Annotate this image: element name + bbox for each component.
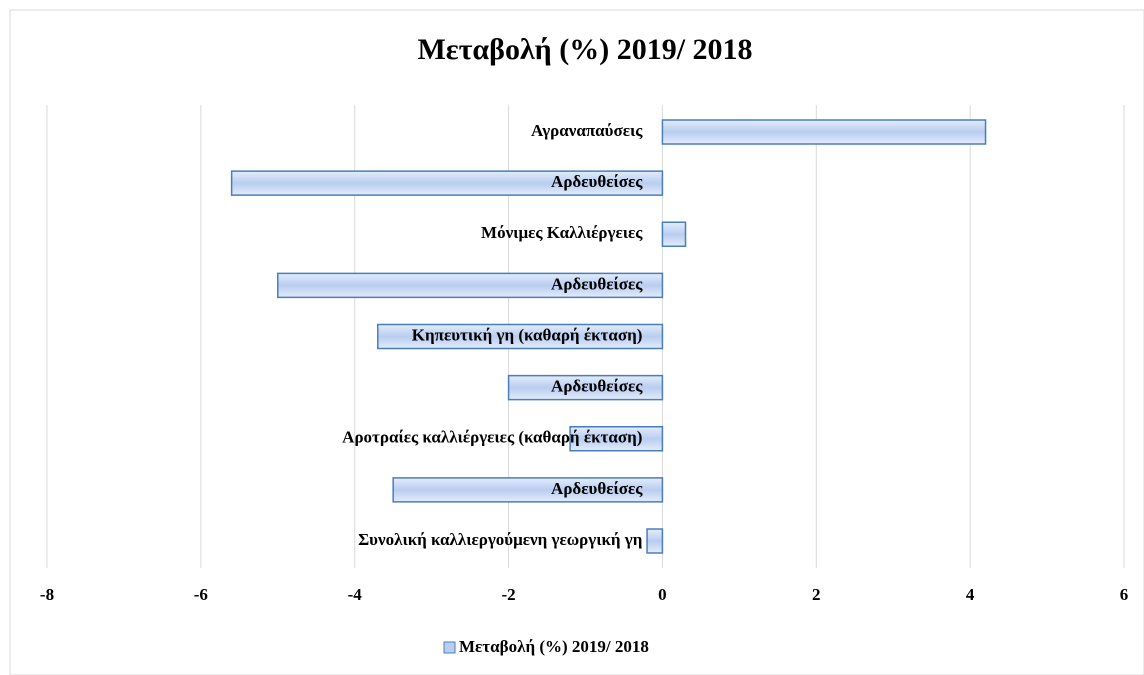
x-tick-label: -8: [40, 585, 54, 604]
x-tick-label: 6: [1120, 585, 1129, 604]
bar: [661, 221, 687, 247]
bar: [277, 272, 664, 299]
category-label: Αρδευθείσες: [551, 479, 643, 498]
bar: [646, 528, 664, 554]
x-tick-label: -4: [348, 585, 363, 604]
chart-border: [9, 9, 1144, 675]
x-tick-label: 0: [658, 585, 667, 604]
x-tick-label: 2: [812, 585, 821, 604]
bar: [569, 426, 664, 452]
x-tick-label: -6: [194, 585, 208, 604]
bar: [377, 323, 664, 350]
category-label: Συνολική καλλιεργούμενη γεωργική γη: [358, 530, 642, 549]
category-label: Αγραναπαύσεις: [531, 121, 643, 140]
chart-title: Μεταβολή (%) 2019/ 2018: [417, 33, 752, 66]
bar: [507, 374, 664, 401]
x-tick-label: -2: [501, 585, 515, 604]
bar: [392, 477, 664, 503]
category-label: Αροτραίες καλλιέργειες (καθαρή έκταση): [342, 428, 642, 447]
x-tick-label: 4: [966, 585, 975, 604]
category-label: Αρδευθείσες: [551, 274, 643, 293]
bar: [230, 170, 664, 196]
category-label: Αρδευθείσες: [551, 377, 643, 396]
bar: [661, 119, 987, 145]
legend-swatch: [443, 641, 456, 654]
category-label: Μόνιμες Καλλιέργειες: [481, 223, 643, 242]
legend-label: Μεταβολή (%) 2019/ 2018: [459, 637, 649, 656]
category-label: Αρδευθείσες: [551, 172, 643, 191]
category-label: Κηπευτική γη (καθαρή έκταση): [412, 325, 643, 344]
